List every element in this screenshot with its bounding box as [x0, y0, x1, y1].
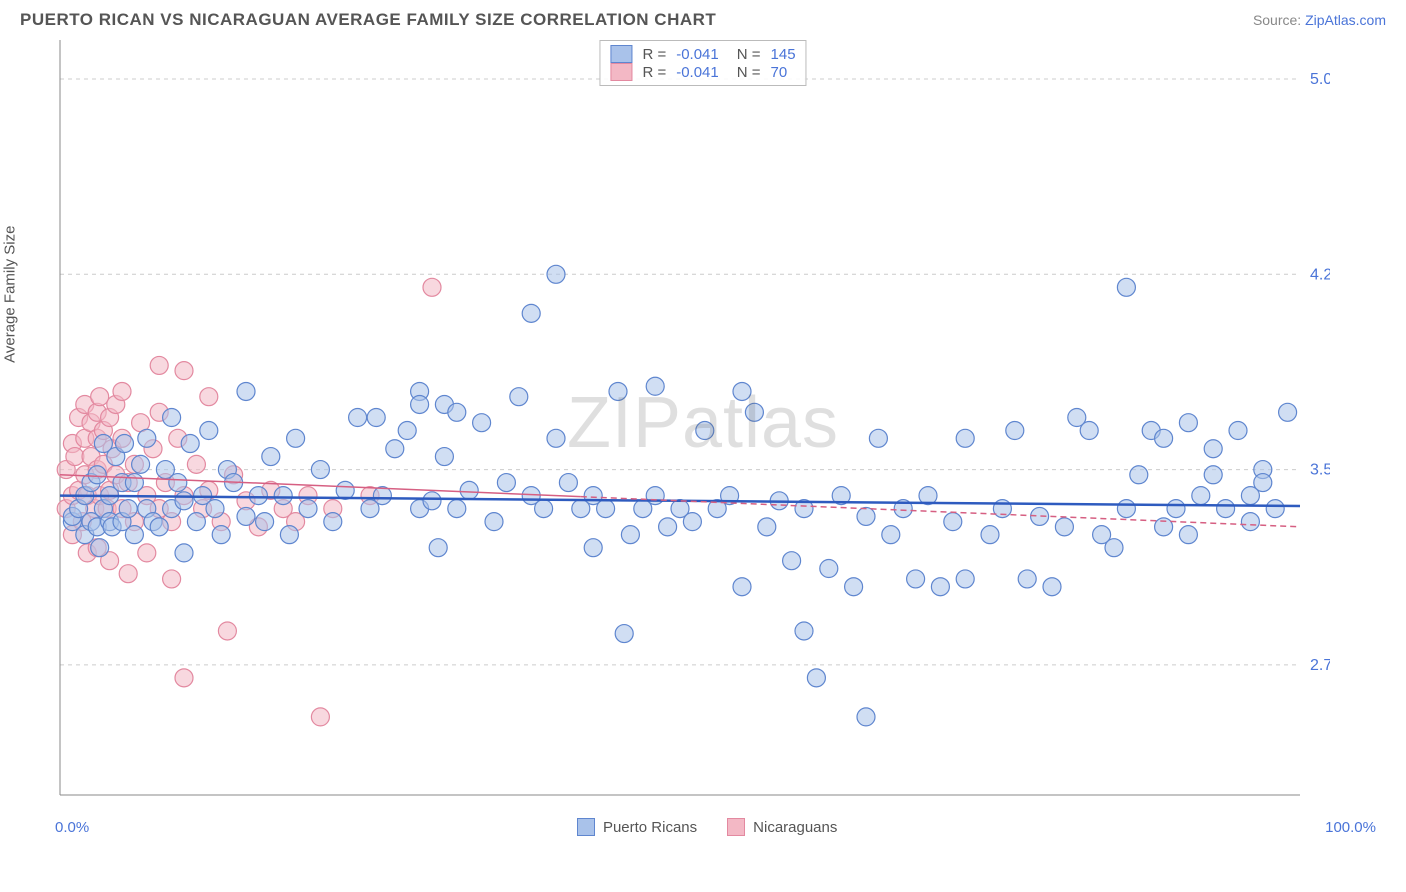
source-link[interactable]: ZipAtlas.com — [1305, 12, 1386, 28]
chart-container: Average Family Size 2.753.504.255.00 ZIP… — [20, 35, 1386, 810]
correlation-legend-row: R = -0.041 N = 145 — [610, 45, 795, 63]
legend-swatch — [610, 45, 632, 63]
source-prefix: Source: — [1253, 12, 1305, 28]
r-value: -0.041 — [676, 64, 719, 81]
legend-swatch — [610, 63, 632, 81]
svg-text:4.25: 4.25 — [1310, 266, 1330, 283]
legend-item: Puerto Ricans — [577, 818, 697, 836]
svg-text:3.50: 3.50 — [1310, 462, 1330, 479]
series-legend: Puerto Ricans Nicaraguans — [577, 818, 837, 836]
svg-text:2.75: 2.75 — [1310, 657, 1330, 674]
r-value: -0.041 — [676, 46, 719, 63]
x-axis-row: 0.0% Puerto Ricans Nicaraguans 100.0% — [0, 810, 1406, 836]
x-tick-min: 0.0% — [55, 819, 89, 836]
legend-label: Puerto Ricans — [603, 819, 697, 836]
legend-swatch — [577, 818, 595, 836]
scatter-chart: 2.75 3.50 4.25 5.00 — [20, 35, 1330, 810]
n-value: 145 — [771, 46, 796, 63]
header: PUERTO RICAN VS NICARAGUAN AVERAGE FAMIL… — [0, 0, 1406, 35]
legend-item: Nicaraguans — [727, 818, 837, 836]
r-label: R = — [642, 64, 666, 81]
chart-title: PUERTO RICAN VS NICARAGUAN AVERAGE FAMIL… — [20, 10, 716, 30]
svg-text:5.00: 5.00 — [1310, 71, 1330, 88]
y-axis-label: Average Family Size — [2, 225, 19, 362]
n-label: N = — [737, 64, 761, 81]
correlation-legend: R = -0.041 N = 145 R = -0.041 N = 70 — [599, 40, 806, 86]
x-tick-max: 100.0% — [1325, 819, 1376, 836]
n-label: N = — [737, 46, 761, 63]
legend-swatch — [727, 818, 745, 836]
legend-label: Nicaraguans — [753, 819, 837, 836]
source-attribution: Source: ZipAtlas.com — [1253, 12, 1386, 28]
r-label: R = — [642, 46, 666, 63]
n-value: 70 — [771, 64, 788, 81]
correlation-legend-row: R = -0.041 N = 70 — [610, 63, 795, 81]
